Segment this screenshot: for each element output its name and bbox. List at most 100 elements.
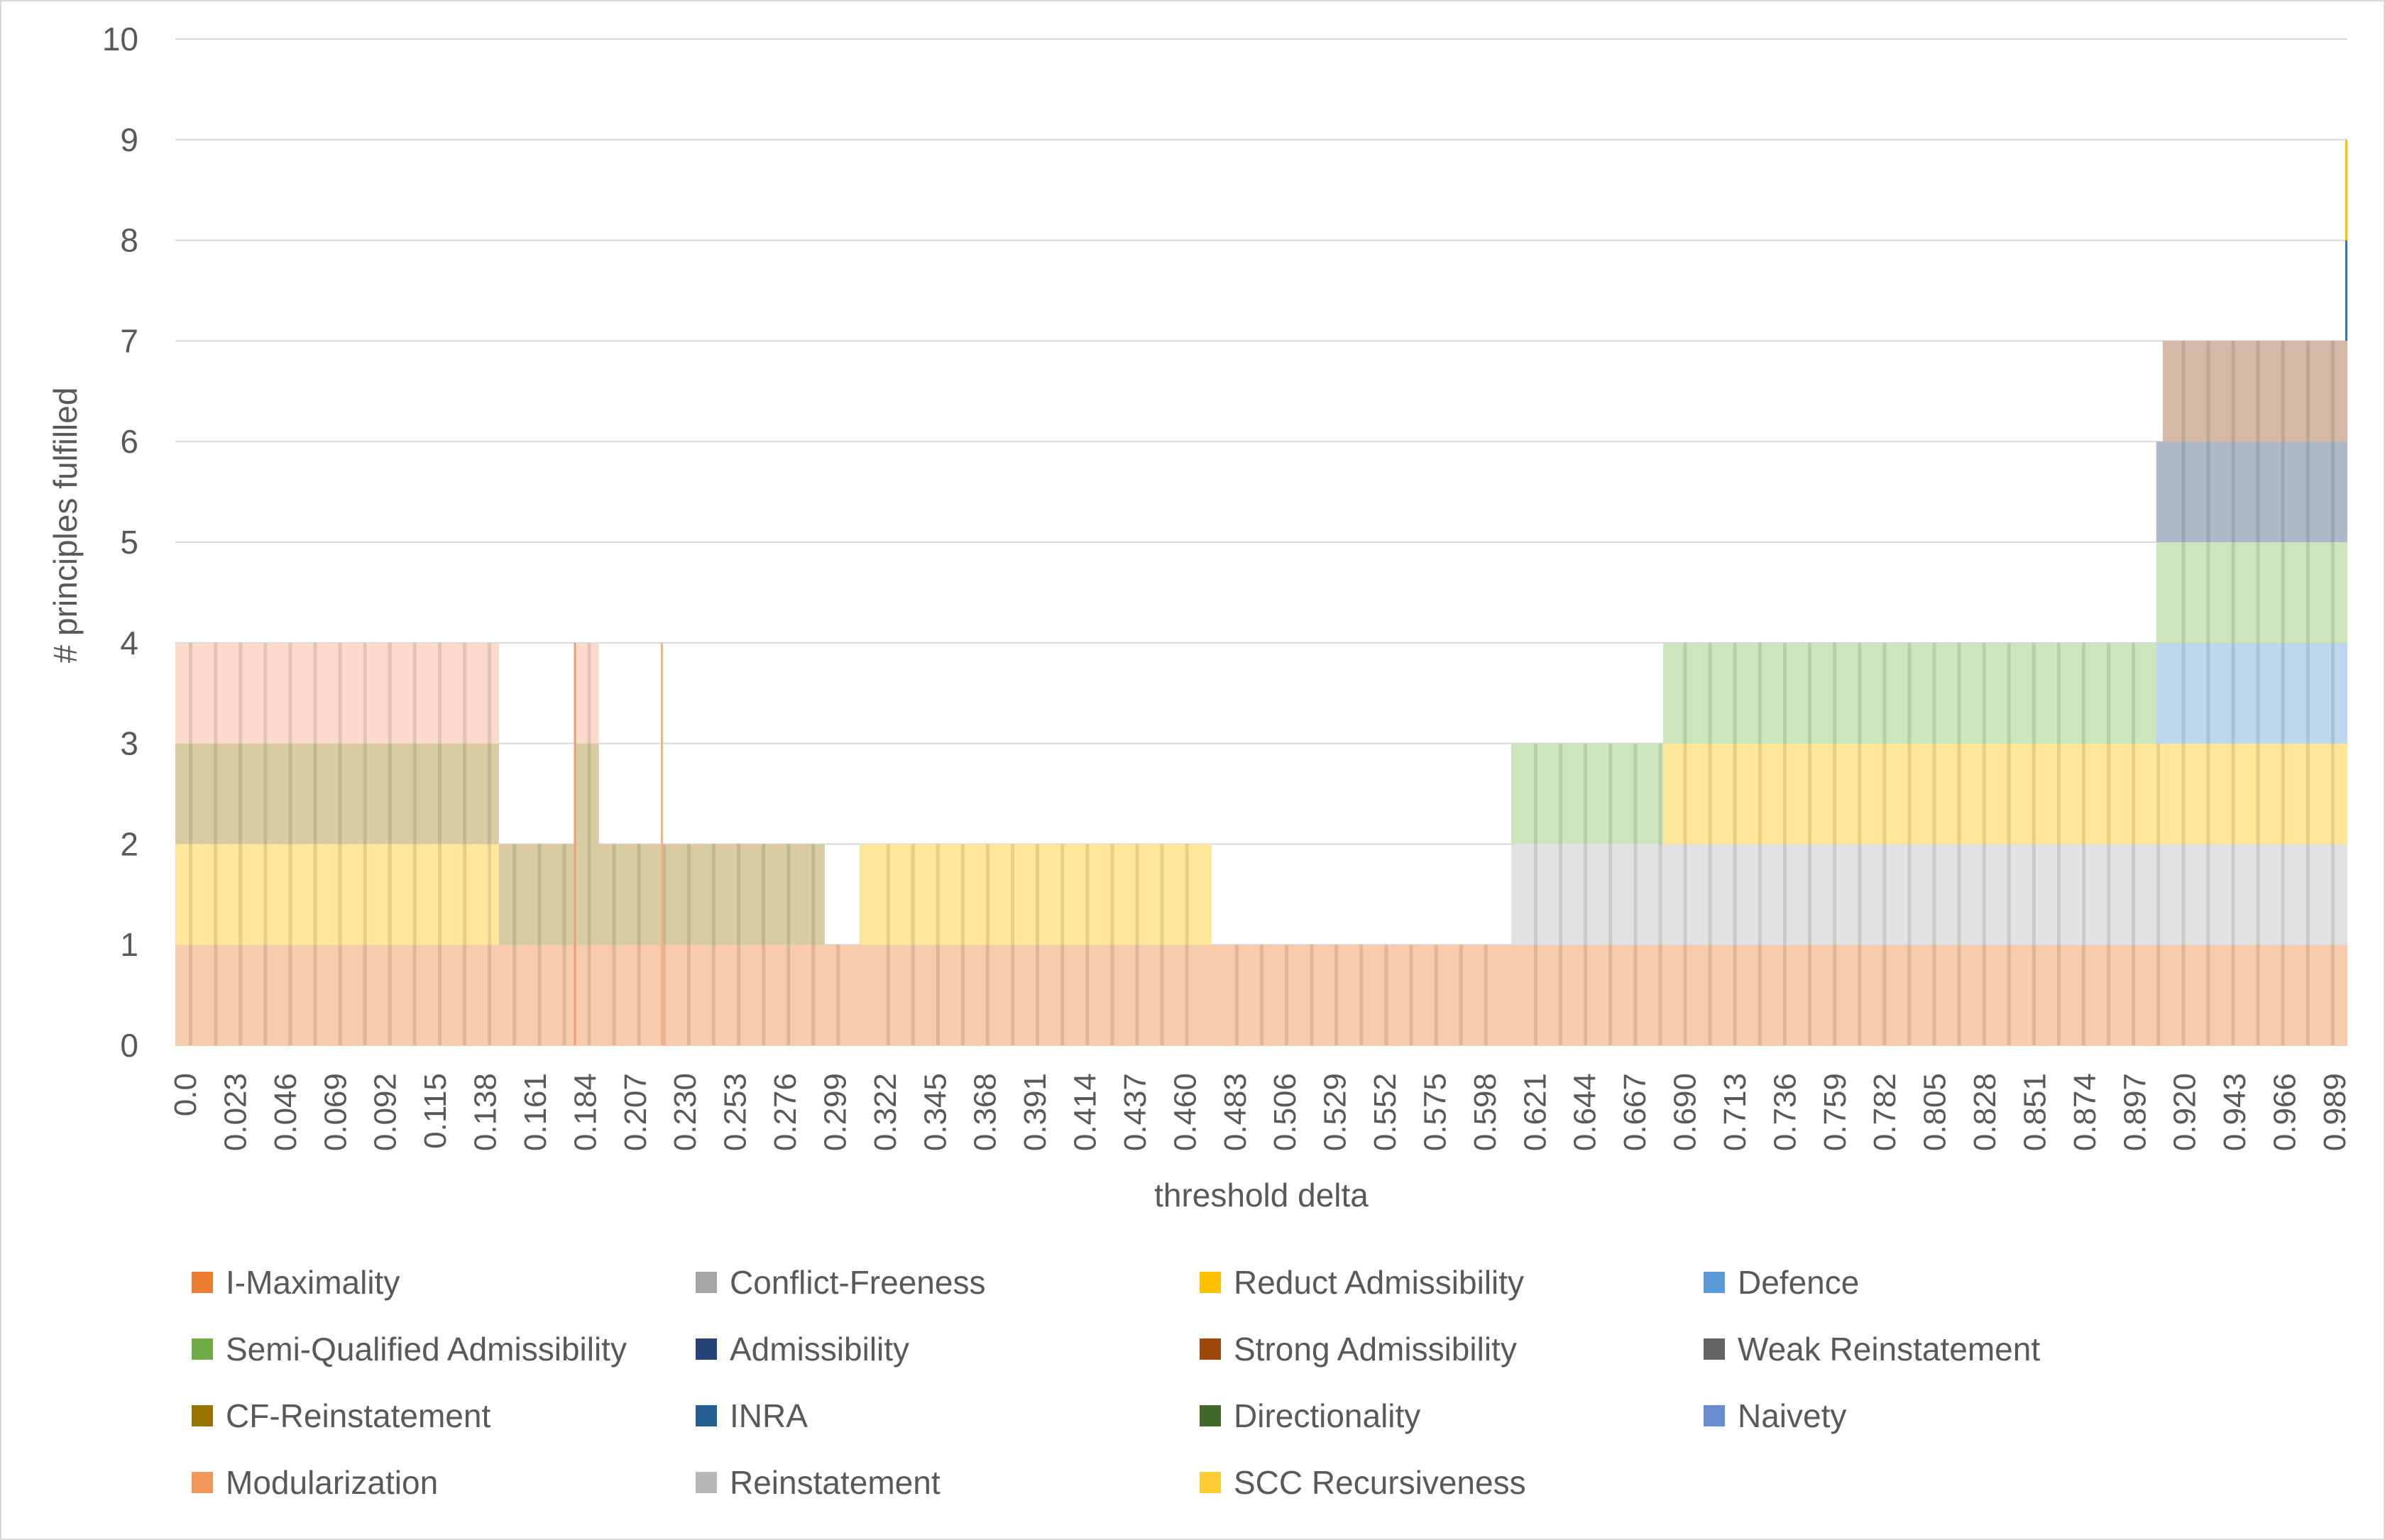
legend-label: Naivety: [1738, 1397, 1847, 1434]
legend-label: I-Maximality: [226, 1264, 400, 1301]
legend-swatch: [1200, 1472, 1221, 1493]
x-tick-label: 0.207: [618, 1073, 653, 1151]
area-band: [859, 945, 1212, 1045]
area-band: [2156, 542, 2347, 643]
legend-swatch: [192, 1472, 213, 1493]
y-tick-label: 4: [120, 625, 138, 661]
area-band: [2345, 139, 2347, 241]
legend-label: Directionality: [1234, 1397, 1421, 1434]
x-tick-labels: 0.0 0.023 0.046 0.069 0.092 0.115 0.138 0.161 0.…: [168, 1073, 2352, 1151]
x-tick-label: 0.874: [2068, 1073, 2102, 1151]
area-band: [2345, 240, 2347, 341]
legend-item: SCC Recursiveness: [1200, 1463, 1526, 1502]
area-band: [859, 844, 1212, 945]
legend-swatch: [1200, 1338, 1221, 1360]
legend-label: Weak Reinstatement: [1738, 1331, 2041, 1368]
area-band: [2156, 441, 2347, 542]
x-tick-label: 0.736: [1767, 1073, 1802, 1151]
x-tick-label: 0.966: [2268, 1073, 2303, 1151]
area-band: [175, 844, 499, 945]
legend-label: Modularization: [226, 1464, 439, 1501]
x-tick-label: 0.046: [268, 1073, 303, 1151]
area-band: [175, 945, 499, 1045]
x-tick-label: 0.506: [1268, 1073, 1303, 1151]
x-tick-label: 0.690: [1668, 1073, 1703, 1151]
x-tick-label: 0.828: [1968, 1073, 2002, 1151]
x-tick-label: 0.092: [368, 1073, 403, 1151]
x-tick-label: 0.644: [1568, 1073, 1603, 1151]
legend-item: Reduct Admissibility: [1200, 1263, 1524, 1302]
y-tick-labels: 0 1 2 3 4 5 6 7 8 9 10: [102, 21, 138, 1064]
area-band: [2162, 341, 2347, 442]
legend-item: Semi-Qualified Admissibility: [192, 1330, 627, 1368]
area-band: [575, 642, 599, 744]
area-band: [824, 945, 860, 1045]
bar-separators: [189, 341, 2335, 1045]
legend-label: Strong Admissibility: [1234, 1331, 1517, 1368]
x-tick-label: 0.851: [2017, 1073, 2052, 1151]
legend-swatch: [1704, 1405, 1725, 1426]
area-band: [2156, 642, 2347, 744]
x-tick-label: 0.897: [2117, 1073, 2152, 1151]
y-tick-label: 7: [120, 322, 138, 359]
legend-swatch: [1704, 1272, 1725, 1293]
area-band: [575, 743, 599, 845]
x-tick-label: 0.230: [668, 1073, 703, 1151]
legend-swatch: [192, 1272, 213, 1293]
legend-item: Directionality: [1200, 1397, 1420, 1435]
x-tick-label: 0.184: [568, 1073, 603, 1151]
x-tick-label: 0.759: [1818, 1073, 1853, 1151]
y-tick-label: 5: [120, 524, 138, 561]
y-tick-label: 9: [120, 121, 138, 158]
legend-item: Defence: [1704, 1263, 1859, 1302]
legend-swatch: [1200, 1272, 1221, 1293]
legend-swatch: [192, 1338, 213, 1360]
legend-item: CF-Reinstatement: [192, 1397, 490, 1435]
x-tick-label: 0.989: [2318, 1073, 2352, 1151]
legend-label: Defence: [1738, 1264, 1860, 1301]
legend-swatch: [1200, 1405, 1221, 1426]
legend-swatch: [192, 1405, 213, 1426]
x-tick-label: 0.276: [768, 1073, 803, 1151]
x-tick-label: 0.460: [1168, 1073, 1202, 1151]
x-tick-label: 0.621: [1518, 1073, 1552, 1151]
x-tick-label: 0.414: [1068, 1073, 1103, 1151]
x-tick-label: 0.483: [1218, 1073, 1253, 1151]
legend: I-Maximality Conflict-Freeness Reduct Admi…: [192, 1263, 2321, 1533]
x-tick-label: 0.391: [1018, 1073, 1053, 1151]
spikes: [574, 642, 663, 1045]
area-band: [175, 642, 499, 744]
x-tick-label: 0.920: [2168, 1073, 2203, 1151]
x-tick-label: 0.782: [1868, 1073, 1902, 1151]
legend-swatch: [1704, 1338, 1725, 1360]
x-tick-label: 0.069: [318, 1073, 353, 1151]
legend-swatch: [696, 1472, 717, 1493]
legend-item: Strong Admissibility: [1200, 1330, 1517, 1368]
legend-label: Reduct Admissibility: [1234, 1264, 1525, 1301]
x-tick-label: 0.322: [868, 1073, 903, 1151]
x-tick-label: 0.552: [1368, 1073, 1403, 1151]
legend-item: Conflict-Freeness: [696, 1263, 985, 1302]
legend-label: Admissibility: [730, 1331, 910, 1368]
x-tick-label: 0.575: [1418, 1073, 1452, 1151]
x-tick-label: 0.023: [218, 1073, 253, 1151]
x-tick-label: 0.161: [518, 1073, 553, 1151]
legend-label: Semi-Qualified Admissibility: [226, 1331, 627, 1368]
y-tick-label: 2: [120, 825, 138, 862]
legend-item: INRA: [696, 1397, 808, 1435]
y-tick-label: 0: [120, 1027, 138, 1064]
legend-swatch: [696, 1405, 717, 1426]
x-axis-title: threshold delta: [1154, 1177, 1369, 1214]
x-tick-label: 0.253: [718, 1073, 753, 1151]
x-tick-label: 0.598: [1468, 1073, 1503, 1151]
legend-item: Reinstatement: [696, 1463, 941, 1502]
x-tick-label: 0.437: [1118, 1073, 1153, 1151]
x-tick-label: 0.805: [1918, 1073, 1953, 1151]
x-tick-label: 0.943: [2217, 1073, 2252, 1151]
legend-swatch: [696, 1272, 717, 1293]
legend-label: SCC Recursiveness: [1234, 1464, 1526, 1501]
y-axis-title: # principles fulfilled: [47, 387, 84, 664]
legend-item: Weak Reinstatement: [1704, 1330, 2040, 1368]
legend-label: Reinstatement: [730, 1464, 941, 1501]
